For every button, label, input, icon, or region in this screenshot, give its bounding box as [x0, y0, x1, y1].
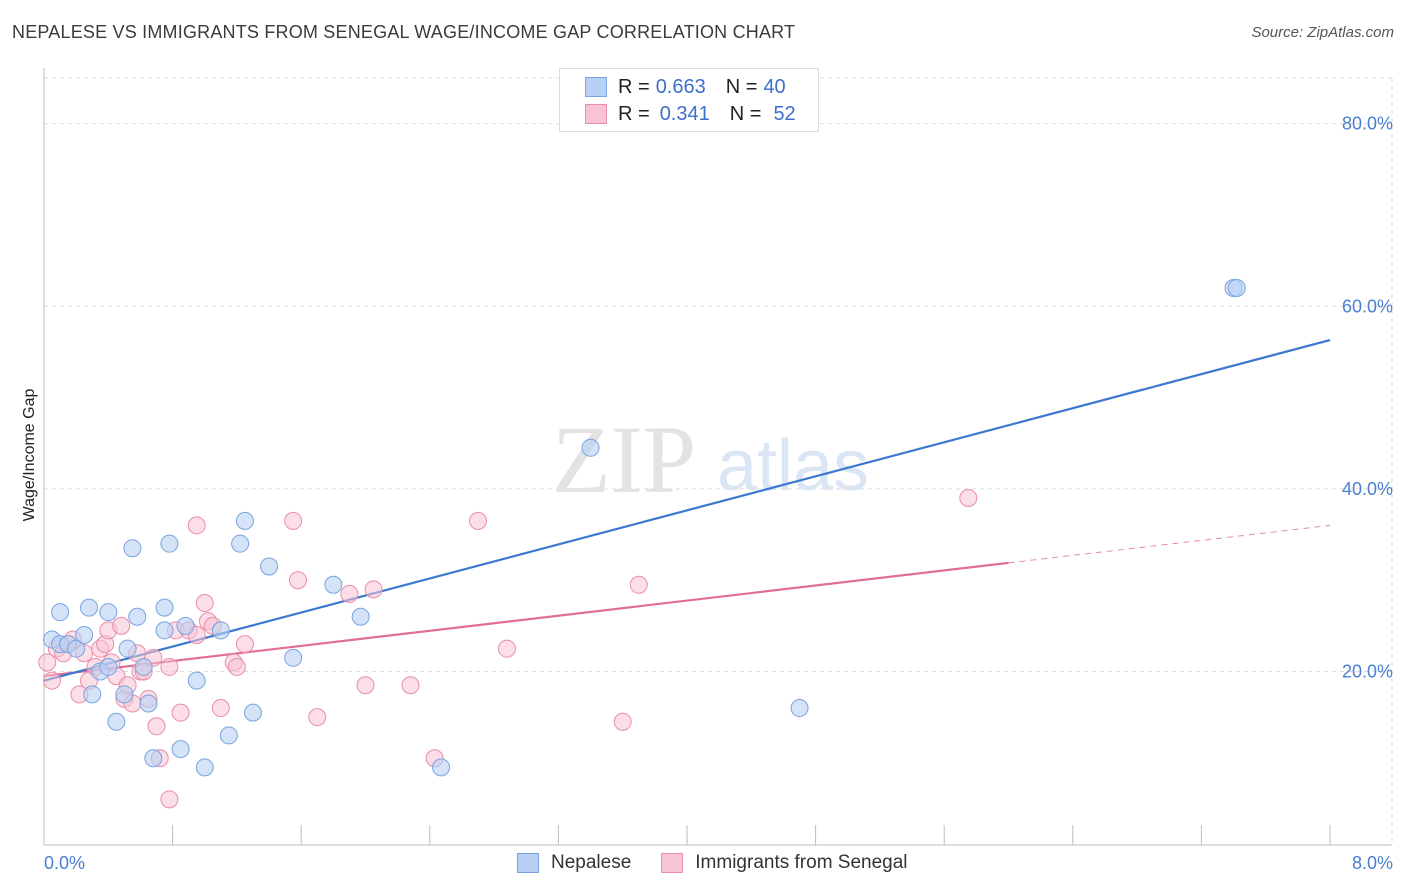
- nepalese-point: [351, 607, 370, 626]
- nepalese-point: [123, 539, 142, 558]
- legend-n-value: 52: [773, 102, 796, 125]
- senegal-point: [38, 653, 57, 672]
- senegal-point: [284, 511, 303, 530]
- nepalese-point: [155, 598, 174, 617]
- nepalese-point: [211, 621, 230, 640]
- senegal-point: [160, 657, 179, 676]
- y-tick-label: 20.0%: [1342, 662, 1393, 682]
- senegal-point: [160, 790, 179, 809]
- nepalese-point: [155, 621, 174, 640]
- nepalese-point: [235, 511, 254, 530]
- senegal-point: [187, 516, 206, 535]
- trend-lines: [43, 338, 1331, 682]
- senegal-point: [211, 699, 230, 718]
- axes: [43, 68, 1392, 846]
- senegal-point: [364, 580, 383, 599]
- legend-r-value: 0.341: [659, 102, 710, 125]
- senegal-point: [43, 671, 62, 690]
- legend-r-label: R =: [618, 75, 650, 98]
- nepalese-point: [171, 740, 190, 759]
- senegal-trend-extension: [1008, 524, 1331, 564]
- senegal-point: [356, 676, 375, 695]
- nepalese-swatch: [517, 853, 539, 873]
- legend-row-nepalese: R = 0.663 N = 40: [585, 74, 786, 100]
- senegal-swatch: [661, 853, 684, 873]
- nepalese-point: [118, 639, 137, 658]
- nepalese-point: [160, 534, 179, 553]
- nepalese-point: [1227, 279, 1246, 298]
- nepalese-points: [43, 279, 1246, 777]
- senegal-point: [469, 511, 488, 530]
- tick-labels: 20.0% 40.0% 60.0% 80.0% 0.0% 8.0%: [44, 114, 1393, 873]
- nepalese-point: [115, 685, 134, 704]
- nepalese-point: [139, 694, 158, 713]
- nepalese-point: [176, 616, 195, 635]
- senegal-point: [195, 594, 214, 613]
- legend-row-senegal: R = 0.341 N = 52: [585, 101, 796, 127]
- senegal-point: [497, 639, 516, 658]
- senegal-point: [112, 616, 131, 635]
- legend-n-value: 40: [763, 75, 786, 98]
- nepalese-point: [99, 603, 118, 622]
- senegal-point: [340, 584, 359, 603]
- nepalese-trend-line: [43, 338, 1331, 682]
- y-tick-label: 60.0%: [1342, 296, 1393, 316]
- legend-swatch-nepalese: [585, 77, 607, 97]
- nepalese-point: [260, 557, 279, 576]
- nepalese-point: [51, 603, 70, 622]
- chart-title: NEPALESE VS IMMIGRANTS FROM SENEGAL WAGE…: [12, 22, 796, 42]
- x-tick-label: 8.0%: [1352, 853, 1393, 873]
- nepalese-point: [195, 758, 214, 777]
- correlation-legend: R = 0.663 N = 40 R = 0.341 N = 52: [559, 68, 819, 132]
- legend-swatch-senegal: [585, 104, 607, 124]
- senegal-point: [959, 489, 978, 508]
- nepalese-point: [134, 657, 153, 676]
- senegal-point: [171, 703, 190, 722]
- nepalese-point: [99, 657, 118, 676]
- nepalese-point: [581, 438, 600, 457]
- legend-r-label: R =: [618, 102, 650, 125]
- legend-r-value: 0.663: [655, 75, 706, 98]
- watermark: ZIP atlas: [552, 406, 869, 513]
- senegal-point: [288, 571, 307, 590]
- senegal-point: [308, 708, 327, 727]
- senegal-point: [613, 712, 632, 731]
- nepalese-point: [83, 685, 102, 704]
- senegal-point: [629, 575, 648, 594]
- y-tick-label: 80.0%: [1342, 114, 1393, 134]
- senegal-points: [38, 489, 978, 809]
- senegal-trend-line: [43, 561, 1009, 678]
- senegal-legend-label: Immigrants from Senegal: [695, 852, 908, 873]
- senegal-point: [401, 676, 420, 695]
- source-label: Source: ZipAtlas.com: [1251, 24, 1394, 41]
- legend-n-label: N =: [729, 102, 762, 125]
- senegal-point: [235, 635, 254, 654]
- y-axis-label: Wage/Income Gap: [21, 389, 38, 522]
- legend-n-label: N =: [725, 75, 758, 98]
- nepalese-point: [284, 648, 303, 667]
- nepalese-legend-label: Nepalese: [551, 852, 632, 873]
- nepalese-point: [432, 758, 451, 777]
- nepalese-point: [128, 607, 147, 626]
- nepalese-point: [67, 639, 86, 658]
- nepalese-point: [243, 703, 262, 722]
- nepalese-point: [790, 699, 809, 718]
- watermark-atlas: atlas: [717, 426, 869, 506]
- nepalese-point: [231, 534, 250, 553]
- nepalese-point: [219, 726, 238, 745]
- nepalese-point: [187, 671, 206, 690]
- nepalese-point: [75, 625, 94, 644]
- senegal-point: [227, 657, 246, 676]
- nepalese-point: [144, 749, 163, 768]
- nepalese-point: [80, 598, 99, 617]
- y-tick-label: 40.0%: [1342, 479, 1393, 499]
- nepalese-point: [107, 712, 126, 731]
- series-legend: Nepalese Immigrants from Senegal: [517, 852, 908, 874]
- senegal-point: [147, 717, 166, 736]
- watermark-zip: ZIP: [552, 406, 696, 513]
- nepalese-point: [324, 575, 343, 594]
- x-tick-label: 0.0%: [44, 853, 85, 873]
